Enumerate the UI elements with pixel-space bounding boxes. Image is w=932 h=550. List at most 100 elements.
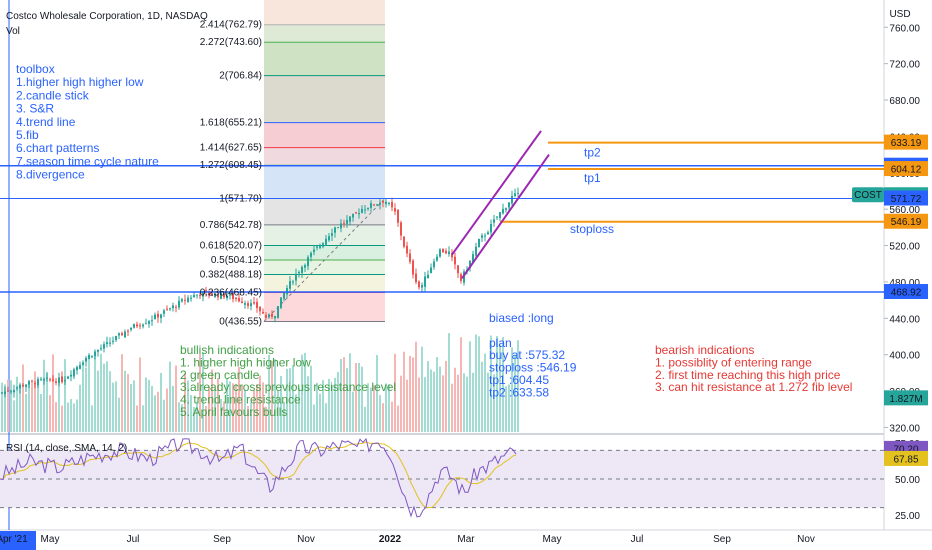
candle-body — [139, 325, 141, 327]
fib-level-label: 0.786(542.78) — [200, 220, 262, 231]
last-price-symbol: COST — [854, 190, 882, 201]
volume-bar — [286, 368, 288, 432]
candle-body — [406, 245, 408, 254]
candle-body — [115, 336, 117, 341]
volume-bar — [466, 376, 468, 432]
candle-body — [217, 294, 219, 298]
volume-bar — [13, 400, 15, 432]
volume-bar — [196, 401, 198, 432]
price-level-value: 571.72 — [891, 194, 922, 205]
candle-body — [40, 379, 42, 381]
volume-bar — [517, 340, 519, 432]
volume-bar — [76, 399, 78, 432]
candle-body — [265, 314, 267, 318]
volume-bar — [229, 381, 231, 432]
candle-body — [298, 272, 300, 274]
volume-bar — [355, 363, 357, 432]
time-tick-label: 2022 — [379, 534, 402, 545]
volume-bar — [148, 379, 150, 432]
volume-bar — [223, 401, 225, 432]
bullish-note-line: 5. April favours bulls — [180, 405, 287, 419]
candle-body — [70, 374, 72, 377]
volume-bar — [145, 377, 147, 432]
candle-body — [280, 297, 282, 308]
volume-bar — [469, 341, 471, 432]
price-tick-label: 480.00 — [889, 278, 920, 289]
volume-bar — [181, 404, 183, 432]
candle-body — [100, 348, 102, 350]
tp1-annotation: tp1 — [584, 171, 601, 185]
candle-body — [196, 294, 198, 296]
rsi-line — [0, 437, 517, 518]
toolbox-note-line: 6.chart patterns — [16, 141, 99, 155]
channel-upper-line[interactable] — [451, 130, 542, 256]
candle-body — [235, 297, 237, 299]
volume-bar — [91, 405, 93, 432]
fib-zone — [264, 165, 385, 199]
volume-bar — [400, 375, 402, 432]
fib-trend-line[interactable] — [263, 198, 386, 322]
candle-body — [43, 379, 45, 381]
fib-zone — [264, 42, 385, 76]
volume-bar — [103, 363, 105, 432]
toolbox-note-line: 8.divergence — [16, 168, 85, 182]
volume-bar — [208, 386, 210, 432]
fib-level-label: 0.618(520.07) — [200, 240, 262, 251]
volume-bar — [61, 405, 63, 432]
time-tick-label: Sep — [213, 534, 231, 545]
toolbox-note-line: 2.candle stick — [16, 88, 90, 102]
candle-body — [79, 365, 81, 369]
candle-body — [199, 295, 201, 297]
volume-bar — [460, 337, 462, 432]
price-pane[interactable] — [0, 0, 884, 432]
volume-bar — [319, 393, 321, 432]
symbol-title: Costco Wholesale Corporation, 1D, NASDAQ — [6, 11, 208, 22]
candle-body — [253, 302, 255, 304]
candle-body — [427, 274, 429, 279]
candle-body — [397, 209, 399, 223]
volume-bar — [43, 359, 45, 432]
volume-indicator-label: Vol — [6, 26, 20, 37]
fib-level-label: 2.414(762.79) — [200, 20, 262, 31]
candle-body — [223, 293, 225, 298]
candle-body — [1, 392, 3, 394]
volume-bar — [388, 384, 390, 432]
candle-body — [49, 379, 51, 381]
volume-bar — [406, 379, 408, 432]
volume-bar — [295, 394, 297, 432]
candle-body — [361, 208, 363, 213]
fib-zone — [264, 75, 385, 123]
volume-bar — [493, 374, 495, 432]
volume-bar — [37, 382, 39, 432]
candle-body — [64, 380, 66, 382]
volume-bar — [463, 373, 465, 432]
volume-bar — [292, 365, 294, 432]
candle-body — [493, 219, 495, 223]
rsi-title: RSI (14, close, SMA, 14, 2) — [6, 443, 127, 454]
candle-body — [457, 265, 459, 274]
candle-body — [469, 260, 471, 269]
channel-lower-line[interactable] — [461, 154, 550, 279]
volume-bar — [370, 387, 372, 432]
candle-body — [52, 379, 54, 381]
toolbox-note-line: 3. S&R — [16, 102, 54, 116]
volume-bar — [52, 354, 54, 432]
volume-bar — [508, 384, 510, 432]
volume-bar — [418, 377, 420, 432]
candle-body — [133, 324, 135, 328]
volume-bar — [262, 382, 264, 432]
volume-bar — [55, 402, 57, 432]
volume-bar — [70, 398, 72, 432]
volume-bar — [64, 359, 66, 432]
fib-zone — [264, 122, 385, 148]
bearish-note-line: bearish indications — [655, 343, 754, 357]
candle-body — [10, 390, 12, 392]
rsi-last-value: 70.20 — [893, 444, 918, 455]
candle-body — [112, 340, 114, 342]
volume-bar — [316, 382, 318, 432]
candle-body — [415, 273, 417, 283]
price-level-value: 1.827M — [889, 394, 922, 405]
